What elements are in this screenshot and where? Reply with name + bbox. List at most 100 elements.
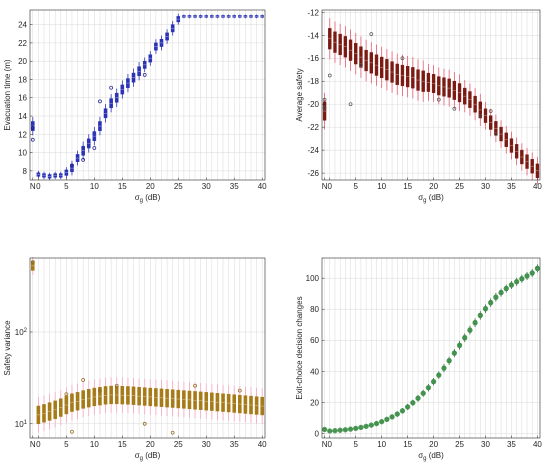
x-tick-label: 0 bbox=[36, 440, 41, 449]
box-marker bbox=[436, 372, 442, 378]
x-axis-label: σg (dB) bbox=[418, 193, 444, 204]
box-marker bbox=[524, 273, 530, 279]
y-tick-label: 20 bbox=[310, 398, 319, 407]
box-marker bbox=[482, 306, 489, 312]
x-axis-label: σg (dB) bbox=[135, 193, 161, 204]
y-tick-label-exponent: 1 bbox=[24, 420, 28, 426]
box-marker bbox=[368, 422, 374, 428]
box-marker bbox=[389, 414, 395, 420]
y-tick-label-exponent: 2 bbox=[24, 328, 28, 334]
box-marker bbox=[425, 385, 432, 391]
outlier-point bbox=[237, 388, 242, 393]
box-marker bbox=[347, 426, 354, 432]
box-marker bbox=[534, 265, 541, 272]
x-axis-label-symbol: σ bbox=[418, 451, 423, 460]
outlier-point bbox=[30, 137, 35, 142]
y-tick-label: 40 bbox=[310, 367, 319, 376]
outlier-point bbox=[369, 32, 374, 36]
x-axis-label-symbol: σ bbox=[135, 193, 140, 202]
y-tick-label: 80 bbox=[310, 305, 319, 314]
box-marker bbox=[384, 416, 390, 423]
x-axis-label-symbol: σ bbox=[418, 193, 423, 202]
x-tick-label: 5 bbox=[64, 440, 69, 449]
y-tick-label: -12 bbox=[307, 8, 319, 17]
y-tick-label: -26 bbox=[307, 169, 319, 178]
axes-frame bbox=[29, 257, 266, 439]
y-tick-label: 8 bbox=[23, 167, 28, 176]
x-tick-label: 15 bbox=[118, 440, 127, 449]
x-axis-label-subscript: g bbox=[423, 456, 426, 462]
x-tick-label: 20 bbox=[429, 440, 438, 449]
outlier-point bbox=[98, 99, 102, 104]
x-tick-label: 35 bbox=[507, 182, 516, 191]
outlier-point bbox=[70, 163, 74, 168]
outlier-point bbox=[348, 102, 353, 107]
box-marker bbox=[358, 424, 364, 431]
x-tick-label: 25 bbox=[174, 182, 183, 191]
x-tick-label: 5 bbox=[64, 182, 69, 191]
outlier-point bbox=[494, 132, 498, 136]
x-tick-label: N bbox=[322, 440, 328, 449]
x-tick-label: 15 bbox=[403, 440, 412, 449]
x-tick-label: 25 bbox=[174, 440, 183, 449]
outlier-point bbox=[322, 97, 327, 102]
x-tick-label: 30 bbox=[202, 440, 211, 449]
y-tick-label: 12 bbox=[18, 130, 27, 139]
outlier-point bbox=[92, 146, 97, 150]
outlier-point bbox=[109, 85, 113, 90]
chart-panel-2: N 0 5 10 15 20 25 30 35 40 -12 -14 -16 -18 -20 -22 -24 -2… bbox=[295, 8, 542, 204]
axes-frame bbox=[321, 257, 541, 439]
box-marker bbox=[477, 312, 483, 319]
box-marker bbox=[451, 350, 458, 356]
x-tick-label: 5 bbox=[354, 440, 359, 449]
y-tick-label: -20 bbox=[307, 100, 319, 109]
box-marker bbox=[321, 426, 328, 433]
box-marker bbox=[446, 358, 452, 364]
box-marker bbox=[488, 300, 494, 306]
outlier-point bbox=[30, 126, 35, 130]
outlier-point bbox=[142, 421, 147, 426]
y-tick-label: -24 bbox=[307, 146, 319, 155]
y-tick-label: 14 bbox=[18, 112, 27, 121]
y-tick-label: 0 bbox=[315, 429, 320, 438]
box-marker bbox=[467, 327, 473, 333]
box-marker bbox=[337, 427, 343, 433]
x-axis-label-unit: (dB) bbox=[426, 193, 444, 202]
box-marker bbox=[332, 428, 338, 434]
y-axis-label: Average safety bbox=[295, 68, 304, 121]
box-marker bbox=[353, 425, 359, 432]
outlier-point bbox=[436, 97, 441, 102]
x-tick-label: 40 bbox=[533, 440, 542, 449]
outlier-point bbox=[142, 73, 147, 77]
outlier-point bbox=[30, 260, 35, 264]
box-marker bbox=[420, 390, 426, 396]
x-axis-label-unit: (dB) bbox=[426, 451, 444, 460]
y-axis-label: Evacuation time (m) bbox=[3, 59, 12, 130]
x-tick-label: 5 bbox=[354, 182, 359, 191]
x-axis-label-subscript: g bbox=[423, 198, 426, 204]
outlier-point bbox=[400, 56, 405, 61]
x-tick-label: 20 bbox=[429, 182, 438, 191]
box-marker bbox=[399, 408, 406, 414]
x-tick-label: N bbox=[30, 440, 36, 449]
y-tick-label: -22 bbox=[307, 123, 319, 132]
outlier-point bbox=[81, 378, 86, 382]
y-axis-label: Safety variance bbox=[3, 320, 12, 376]
x-tick-label: N bbox=[30, 182, 36, 191]
box-marker bbox=[363, 423, 369, 430]
y-tick-label: -16 bbox=[307, 54, 319, 63]
box-marker bbox=[394, 411, 400, 417]
outlier-point bbox=[359, 63, 363, 67]
box-marker bbox=[373, 420, 380, 427]
x-tick-label: 25 bbox=[455, 182, 464, 191]
outlier-point bbox=[327, 73, 332, 78]
x-tick-label: 40 bbox=[258, 182, 267, 191]
x-tick-label: 10 bbox=[90, 440, 99, 449]
box-marker bbox=[503, 285, 509, 292]
box-marker bbox=[379, 419, 385, 425]
x-tick-label: 35 bbox=[230, 440, 239, 449]
x-tick-label: 40 bbox=[533, 182, 542, 191]
box-marker bbox=[456, 342, 463, 349]
